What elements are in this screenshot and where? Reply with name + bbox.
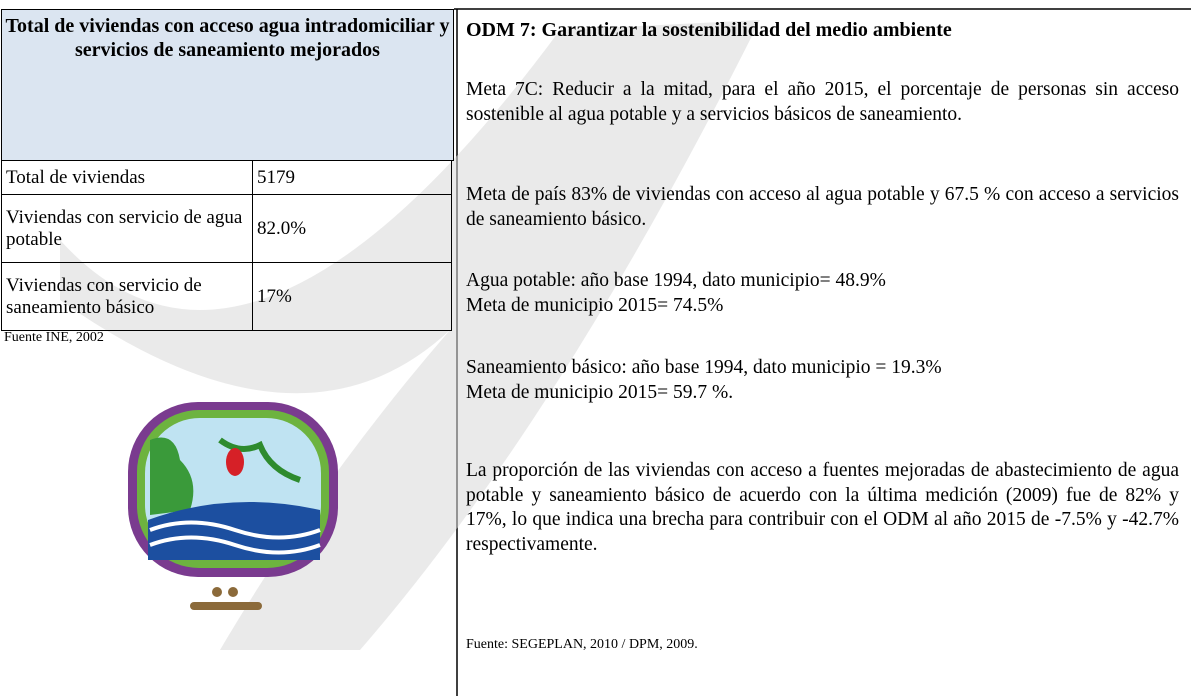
source: Fuente: SEGEPLAN, 2010 / DPM, 2009.	[466, 637, 698, 652]
title: ODM 7: Garantizar la sostenibilidad del …	[466, 19, 952, 41]
text-line: Agua potable: año base 1994, dato munici…	[466, 270, 886, 291]
watermark	[60, 20, 760, 650]
text-line: Meta de municipio 2015= 74.5%	[466, 294, 724, 316]
paragraph: Meta 7C: Reducir a la mitad, para el año…	[466, 78, 1179, 127]
cell: Viviendas con servicio de agua potable	[1, 194, 253, 263]
cell: Viviendas con servicio de saneamiento bá…	[1, 262, 253, 331]
table-header: Total de viviendas con acceso agua intra…	[1, 9, 454, 161]
text-line: Saneamiento básico: año base 1994, dato …	[466, 357, 942, 378]
cell: 82.0%	[252, 194, 452, 263]
text-line: Meta de municipio 2015= 59.7 %.	[466, 381, 734, 403]
paragraph: Saneamiento básico: año base 1994, dato …	[466, 356, 1179, 405]
cell: Total de viviendas	[1, 160, 253, 195]
paragraph: Agua potable: año base 1994, dato munici…	[466, 269, 1179, 318]
text-line: Meta 7C: Reducir a la mitad, para el año…	[466, 79, 1179, 125]
paragraph: Meta de país 83% de viviendas con acceso…	[466, 183, 1179, 232]
table: Total de viviendas 5179 Viviendas con ser…	[1, 160, 452, 331]
cell: 17%	[252, 262, 452, 331]
text-line: La proporción de las viviendas con acces…	[466, 460, 1179, 555]
paragraph: La proporción de las viviendas con acces…	[466, 459, 1179, 557]
text-line: Meta de país 83% de viviendas con acceso…	[466, 184, 1179, 230]
source: Fuente INE, 2002	[4, 330, 104, 345]
logo	[128, 402, 338, 610]
cell: 5179	[252, 160, 452, 195]
